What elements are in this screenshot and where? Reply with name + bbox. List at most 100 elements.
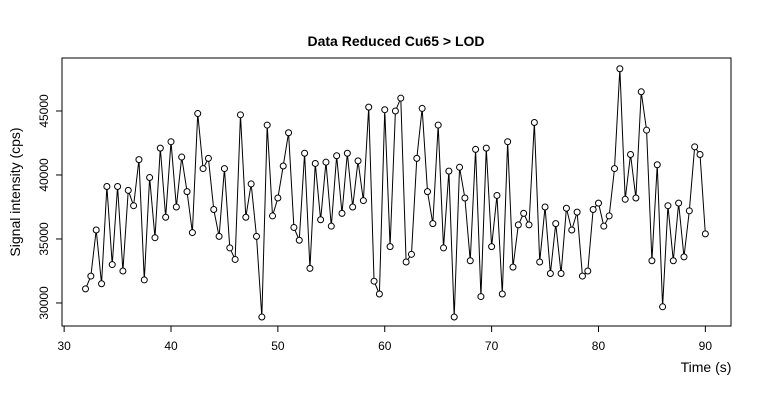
y-tick-label: 30000 bbox=[37, 286, 51, 320]
data-point bbox=[493, 191, 501, 199]
data-point bbox=[600, 222, 608, 230]
data-point bbox=[301, 149, 309, 157]
y-axis-title: Signal intensity (cps) bbox=[7, 127, 23, 256]
x-tick-label: 60 bbox=[378, 339, 392, 353]
data-point bbox=[504, 138, 512, 146]
chart-title: Data Reduced Cu65 > LOD bbox=[308, 33, 485, 49]
data-point bbox=[509, 263, 517, 271]
data-point bbox=[220, 165, 228, 173]
data-point bbox=[648, 257, 656, 265]
data-point bbox=[664, 202, 672, 210]
data-point bbox=[573, 208, 581, 216]
data-point bbox=[343, 149, 351, 157]
data-point bbox=[135, 156, 143, 164]
data-point bbox=[407, 250, 415, 258]
data-point bbox=[349, 203, 357, 211]
data-point bbox=[611, 165, 619, 173]
data-point bbox=[386, 243, 394, 251]
data-point bbox=[183, 188, 191, 196]
data-point bbox=[461, 194, 469, 202]
data-point bbox=[482, 144, 490, 152]
data-point bbox=[178, 153, 186, 161]
data-point bbox=[365, 103, 373, 111]
data-point bbox=[311, 159, 319, 167]
data-point bbox=[375, 290, 383, 298]
data-point bbox=[429, 220, 437, 228]
data-point bbox=[370, 277, 378, 285]
data-point bbox=[108, 261, 116, 269]
data-point bbox=[269, 212, 277, 220]
data-point bbox=[498, 290, 506, 298]
data-point bbox=[242, 213, 250, 221]
data-point bbox=[92, 226, 100, 234]
data-point bbox=[204, 154, 212, 162]
data-point bbox=[434, 121, 442, 129]
x-tick-label: 70 bbox=[485, 339, 499, 353]
data-point bbox=[450, 313, 458, 321]
data-point bbox=[140, 276, 148, 284]
plot-frame bbox=[61, 57, 732, 327]
data-point bbox=[584, 267, 592, 275]
data-point bbox=[391, 107, 399, 115]
data-point bbox=[520, 209, 528, 217]
data-point bbox=[119, 267, 127, 275]
data-point bbox=[552, 220, 560, 228]
data-point bbox=[488, 243, 496, 251]
data-point bbox=[295, 236, 303, 244]
data-point bbox=[274, 194, 282, 202]
data-point bbox=[114, 182, 122, 190]
data-point bbox=[151, 234, 159, 242]
data-point bbox=[456, 163, 464, 171]
data-point bbox=[188, 229, 196, 237]
data-point bbox=[322, 158, 330, 166]
data-point bbox=[627, 151, 635, 159]
data-point bbox=[285, 129, 293, 137]
data-point bbox=[418, 104, 426, 112]
data-point bbox=[440, 244, 448, 252]
data-point bbox=[557, 270, 565, 278]
data-point bbox=[146, 174, 154, 182]
data-point bbox=[578, 272, 586, 280]
data-point bbox=[130, 202, 138, 210]
data-point bbox=[354, 157, 362, 165]
data-point bbox=[701, 230, 709, 238]
data-point bbox=[616, 65, 624, 73]
data-point bbox=[317, 216, 325, 224]
data-point bbox=[653, 161, 661, 169]
data-point bbox=[568, 226, 576, 234]
data-point bbox=[525, 221, 533, 229]
series-line bbox=[85, 68, 706, 318]
data-point bbox=[290, 223, 298, 231]
data-point bbox=[659, 303, 667, 311]
data-point bbox=[605, 212, 613, 220]
data-point bbox=[279, 162, 287, 170]
data-point bbox=[338, 209, 346, 217]
data-point bbox=[199, 165, 207, 173]
data-point bbox=[413, 154, 421, 162]
data-point bbox=[402, 258, 410, 266]
data-point bbox=[210, 206, 218, 214]
data-point bbox=[82, 285, 90, 293]
data-point bbox=[167, 138, 175, 146]
data-point bbox=[172, 203, 180, 211]
data-point bbox=[669, 257, 677, 265]
data-point bbox=[327, 222, 335, 230]
x-tick-label: 50 bbox=[271, 339, 285, 353]
data-point bbox=[226, 244, 234, 252]
x-axis-title: Time (s) bbox=[681, 359, 732, 375]
data-point bbox=[162, 213, 170, 221]
data-point bbox=[258, 313, 266, 321]
data-point bbox=[381, 106, 389, 114]
data-point bbox=[87, 272, 95, 280]
data-point bbox=[103, 182, 111, 190]
data-point bbox=[477, 293, 485, 301]
data-point bbox=[253, 232, 261, 240]
data-point bbox=[397, 94, 405, 102]
data-point bbox=[423, 188, 431, 196]
data-point bbox=[231, 255, 239, 263]
data-point bbox=[445, 167, 453, 175]
data-point bbox=[637, 88, 645, 96]
data-point bbox=[562, 204, 570, 212]
data-point bbox=[98, 280, 106, 288]
data-point bbox=[215, 232, 223, 240]
